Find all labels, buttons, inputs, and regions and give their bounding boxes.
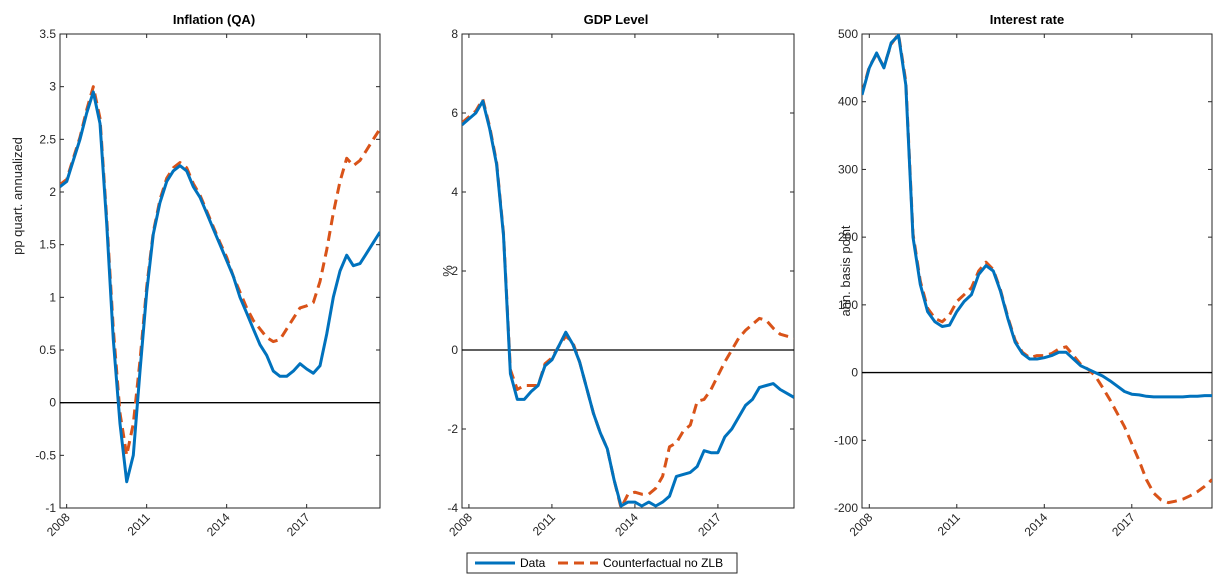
ytick-label-gdp-level: 4 [451, 185, 458, 199]
ytick-label-gdp-level: 2 [451, 264, 458, 278]
ytick-label-gdp-level: -4 [447, 501, 458, 515]
xtick-label-gdp-level: 2014 [612, 510, 641, 539]
ytick-label-inflation: 0.5 [39, 343, 56, 357]
ytick-label-inflation: -0.5 [35, 448, 56, 462]
ytick-label-interest-rate: 500 [838, 27, 858, 41]
legend-label-counterfactual: Counterfactual no ZLB [603, 556, 723, 570]
panel-title-inflation: Inflation (QA) [173, 12, 255, 27]
ylabel-inflation: pp quart. annualized [10, 137, 25, 255]
axes-box-interest-rate [861, 33, 1213, 509]
legend-label-data: Data [520, 556, 546, 570]
series-line-data-inflation [60, 90, 380, 484]
ytick-label-inflation: 2 [49, 185, 56, 199]
xtick-label-interest-rate: 2011 [935, 510, 963, 538]
ytick-label-gdp-level: 6 [451, 106, 458, 120]
ytick-label-inflation: 0 [49, 396, 56, 410]
panel-inflation: Inflation (QA) pp quart. annualized [10, 12, 255, 255]
ytick-label-interest-rate: 200 [838, 230, 858, 244]
ytick-label-inflation: 1.5 [39, 238, 56, 252]
panel-title-interest-rate: Interest rate [990, 12, 1064, 27]
series-line-counterfactual-gdp-level [462, 97, 794, 508]
legend: Data Counterfactual no ZLB [466, 552, 738, 574]
ytick-label-inflation: 2.5 [39, 132, 56, 146]
legend-box [466, 552, 738, 574]
xtick-label-interest-rate: 2014 [1022, 510, 1051, 539]
series-line-data-gdp-level [462, 99, 794, 508]
ytick-label-interest-rate: 300 [838, 162, 858, 176]
ytick-label-gdp-level: 8 [451, 27, 458, 41]
ytick-label-interest-rate: -100 [834, 433, 858, 447]
panel-interest-rate: Interest rate ann. basis point [838, 12, 1064, 317]
ytick-label-interest-rate: 0 [851, 366, 858, 380]
ylabel-gdp-level: % [440, 265, 455, 277]
ytick-label-inflation: 3 [49, 80, 56, 94]
panel-gdp-level: GDP Level % [440, 12, 648, 277]
ytick-label-gdp-level: -2 [447, 422, 458, 436]
ytick-label-gdp-level: 0 [451, 343, 458, 357]
axes-box-inflation [59, 33, 381, 509]
xtick-label-inflation: 2017 [284, 510, 313, 539]
xtick-label-gdp-level: 2011 [530, 510, 558, 538]
ytick-label-inflation: 1 [49, 290, 56, 304]
ytick-label-inflation: 3.5 [39, 27, 56, 41]
panel-title-gdp-level: GDP Level [584, 12, 649, 27]
series-line-data-interest-rate [862, 34, 1212, 399]
ytick-label-interest-rate: 400 [838, 95, 858, 109]
ytick-label-inflation: -1 [45, 501, 56, 515]
xtick-label-inflation: 2014 [204, 510, 233, 539]
ylabel-interest-rate: ann. basis point [838, 225, 853, 316]
ytick-label-interest-rate: 100 [838, 298, 858, 312]
xtick-label-inflation: 2011 [125, 510, 153, 538]
xtick-label-interest-rate: 2017 [1109, 510, 1138, 539]
ytick-label-interest-rate: -200 [834, 501, 858, 515]
axes-box-gdp-level [461, 33, 795, 509]
xtick-label-gdp-level: 2017 [695, 510, 724, 539]
